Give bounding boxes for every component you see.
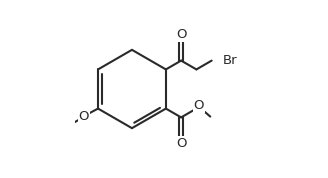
Text: O: O bbox=[78, 110, 89, 123]
Text: O: O bbox=[176, 137, 186, 150]
Text: O: O bbox=[194, 99, 204, 112]
Text: Br: Br bbox=[223, 54, 237, 67]
Text: O: O bbox=[176, 28, 186, 41]
